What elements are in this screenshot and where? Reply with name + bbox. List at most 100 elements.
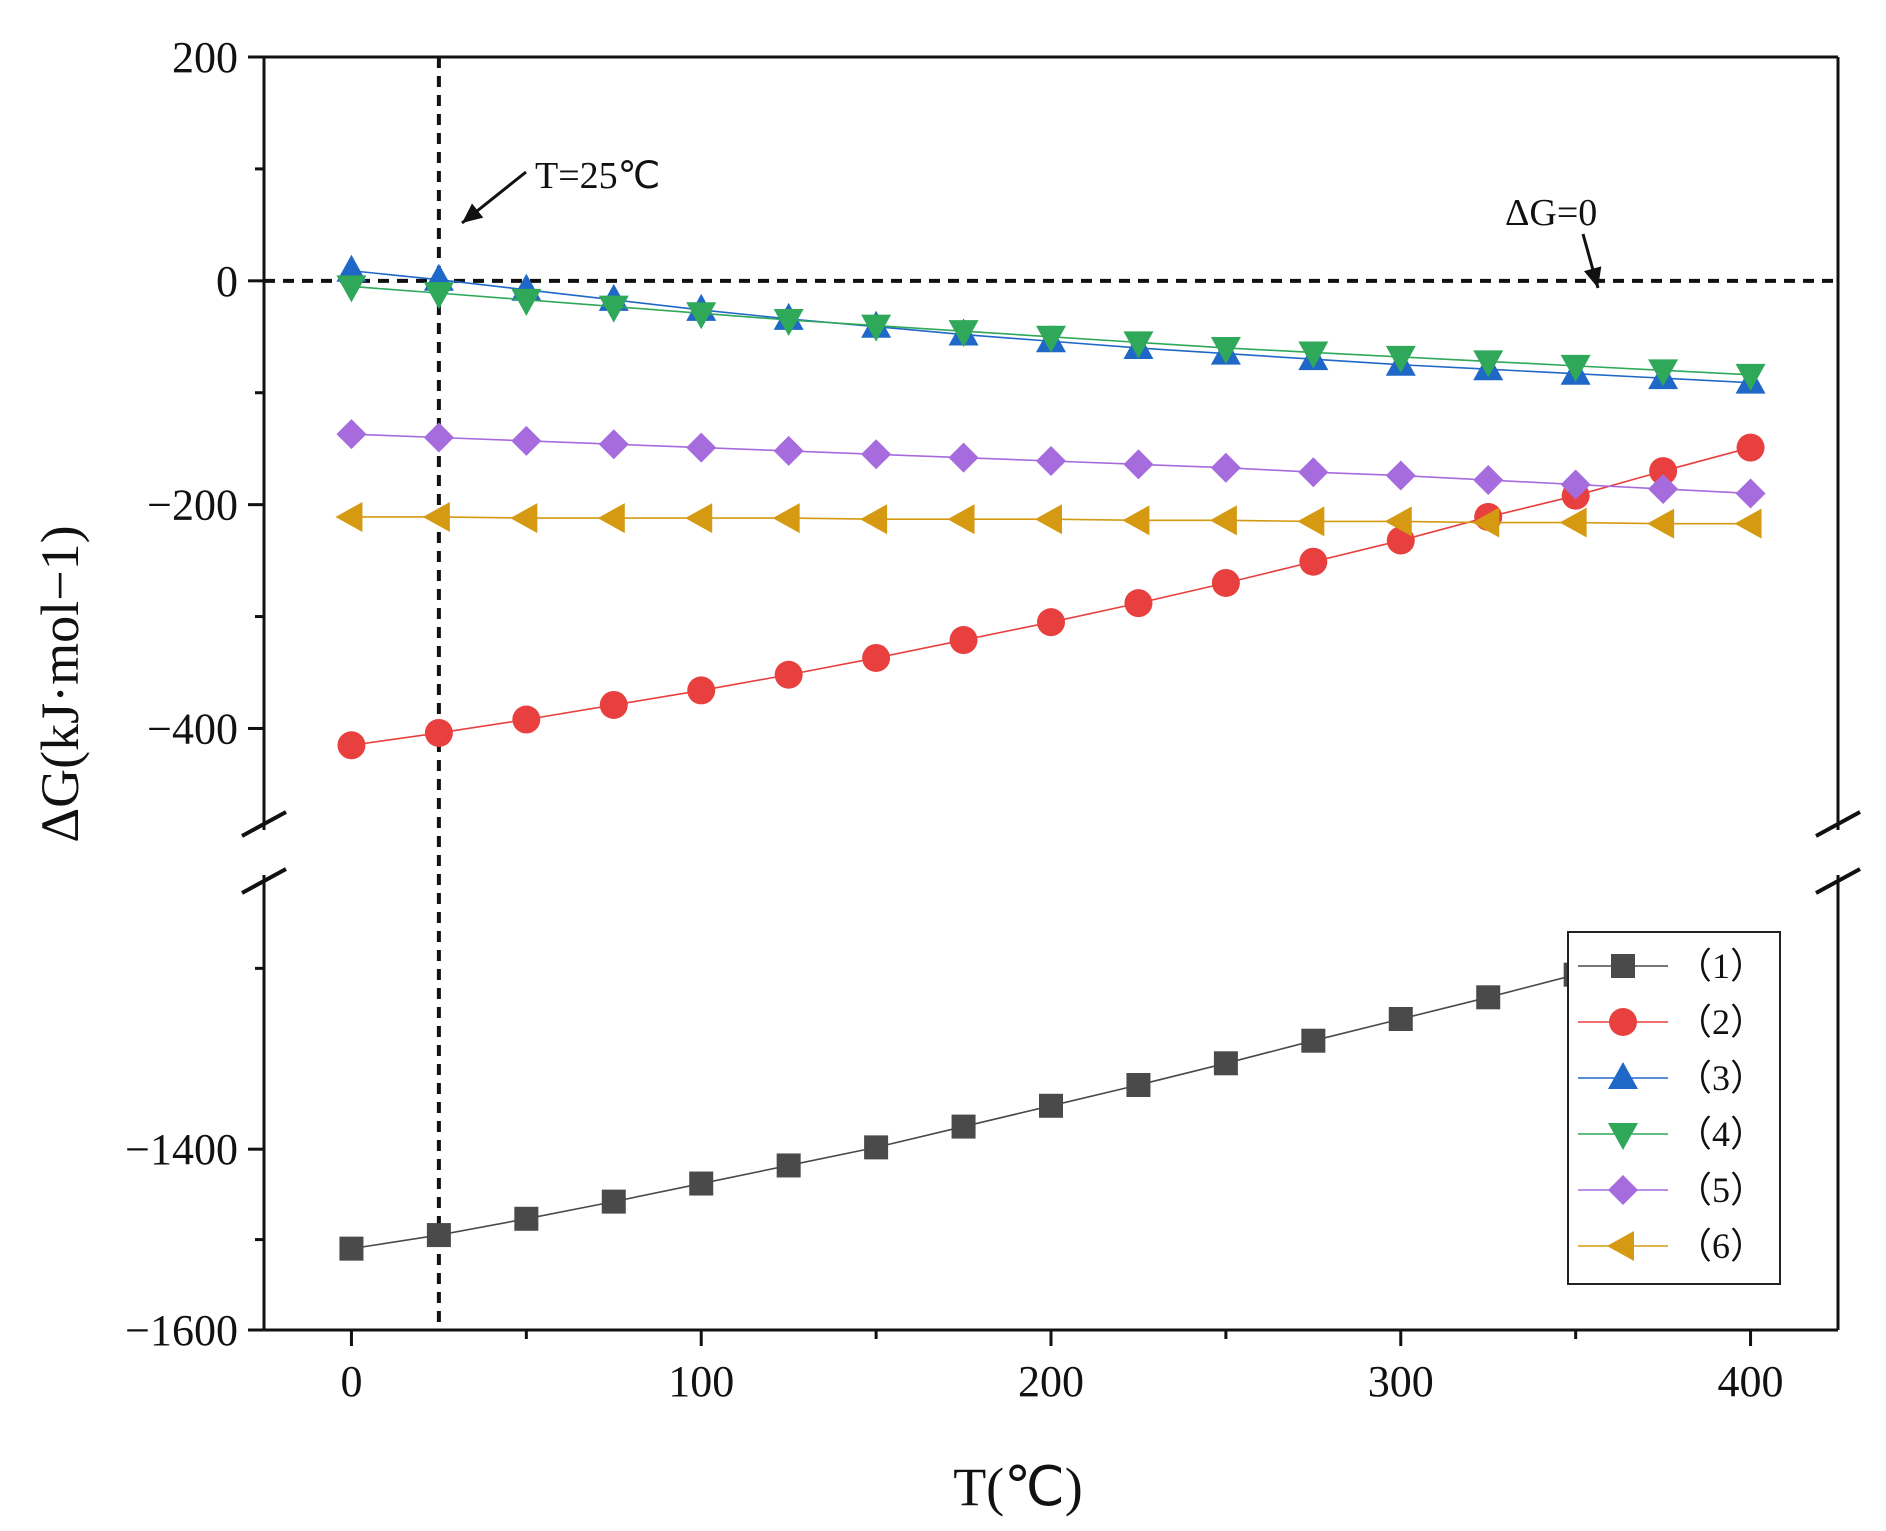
- legend-marker: [1607, 1231, 1634, 1261]
- data-point: [1299, 547, 1328, 576]
- x-tick-label: 100: [668, 1357, 734, 1406]
- data-point: [336, 275, 367, 303]
- axis-break-mark: [241, 810, 287, 838]
- data-point: [599, 690, 628, 719]
- data-point: [773, 435, 804, 466]
- data-point: [1647, 508, 1675, 539]
- data-point: [773, 308, 804, 336]
- x-tick-label: 200: [1018, 1357, 1084, 1406]
- series-3: [336, 254, 1766, 394]
- data-point: [1472, 507, 1500, 538]
- data-point: [948, 442, 979, 473]
- data-point: [774, 660, 803, 689]
- data-point: [510, 503, 538, 534]
- axis-break-mark: [241, 867, 287, 895]
- data-point: [951, 1114, 976, 1139]
- y-tick-label: 200: [172, 33, 238, 82]
- series-4: [336, 275, 1766, 391]
- data-point: [1122, 505, 1150, 536]
- vline-arrow: [461, 170, 527, 225]
- hline-label: ΔG=0: [1505, 192, 1597, 234]
- x-tick-label: 0: [340, 1357, 362, 1406]
- axis-break-left: [241, 810, 287, 895]
- data-point: [776, 1153, 801, 1178]
- legend-box: [1567, 931, 1781, 1285]
- data-point: [1036, 446, 1066, 477]
- data-point: [1473, 465, 1504, 496]
- data-point: [336, 254, 367, 282]
- data-point: [862, 643, 891, 672]
- data-point: [1560, 469, 1591, 500]
- y-tick-label: −400: [147, 704, 238, 753]
- data-point: [1210, 336, 1241, 364]
- legend: （1） （2） （3） （4） （5） （6）: [1567, 931, 1781, 1285]
- series-5: [336, 419, 1766, 509]
- data-point: [772, 503, 800, 534]
- legend-label: （2）: [1676, 1002, 1766, 1042]
- series-line: [351, 446, 1751, 747]
- legend-marker: [1608, 1123, 1638, 1150]
- data-point: [1734, 508, 1762, 539]
- data-point: [1560, 354, 1591, 382]
- data-point: [424, 718, 453, 747]
- data-point: [1037, 608, 1065, 637]
- arrow-head: [1583, 266, 1602, 288]
- data-point: [601, 1189, 626, 1214]
- data-point: [1124, 589, 1153, 618]
- data-point: [598, 295, 629, 323]
- data-point: [335, 501, 363, 532]
- axes: 0 100 200 300 400 200 0 −200 −400 −1400 −1600: [125, 33, 1861, 1406]
- legend-marker: [1608, 1175, 1638, 1205]
- legend-label: （5）: [1676, 1170, 1766, 1210]
- data-point: [1035, 504, 1062, 535]
- data-point: [1736, 433, 1765, 462]
- data-point: [1648, 359, 1679, 387]
- legend-item: （6）: [1578, 1226, 1766, 1266]
- legend-marker: [1608, 1062, 1638, 1089]
- data-point: [1298, 457, 1329, 488]
- data-point: [1648, 473, 1679, 504]
- data-point: [339, 1236, 364, 1261]
- legend-item: （3）: [1578, 1058, 1766, 1098]
- x-tick-label: 400: [1718, 1357, 1784, 1406]
- data-point: [1301, 1028, 1326, 1053]
- data-point: [1209, 505, 1237, 536]
- data-point: [512, 705, 541, 734]
- legend-label: （1）: [1676, 946, 1766, 986]
- data-point: [1211, 568, 1240, 597]
- data-point: [423, 422, 454, 453]
- legend-label: （4）: [1676, 1114, 1766, 1154]
- legend-marker: [1609, 1008, 1637, 1036]
- legend-item: （2）: [1578, 1002, 1766, 1042]
- data-point: [514, 1206, 539, 1231]
- data-point: [687, 676, 716, 705]
- series-line: [351, 950, 1664, 1250]
- data-point: [336, 419, 367, 450]
- data-point: [1735, 363, 1766, 391]
- legend-marker: [1611, 954, 1635, 978]
- data-point: [948, 320, 979, 348]
- arrow-head: [462, 203, 484, 223]
- series-1: [339, 939, 1676, 1261]
- legend-item: （5）: [1578, 1170, 1766, 1210]
- data-point: [423, 282, 454, 310]
- data-point: [1476, 985, 1501, 1010]
- data-point: [1123, 449, 1154, 480]
- data-point: [597, 503, 625, 534]
- data-point: [1473, 350, 1504, 378]
- data-point: [422, 501, 450, 532]
- data-point: [337, 731, 366, 760]
- data-point: [949, 626, 978, 655]
- data-point: [1559, 507, 1587, 538]
- axis-break-right: [1815, 810, 1861, 895]
- data-point: [1036, 325, 1066, 353]
- axis-break-mark: [1815, 810, 1861, 838]
- y-tick-label: −1600: [125, 1306, 238, 1355]
- series-layer: [335, 254, 1766, 1261]
- data-point: [685, 503, 713, 534]
- data-point: [1388, 1006, 1413, 1031]
- data-point: [689, 1171, 714, 1196]
- axis-break-mark: [1815, 867, 1861, 895]
- legend-label: （6）: [1676, 1226, 1766, 1266]
